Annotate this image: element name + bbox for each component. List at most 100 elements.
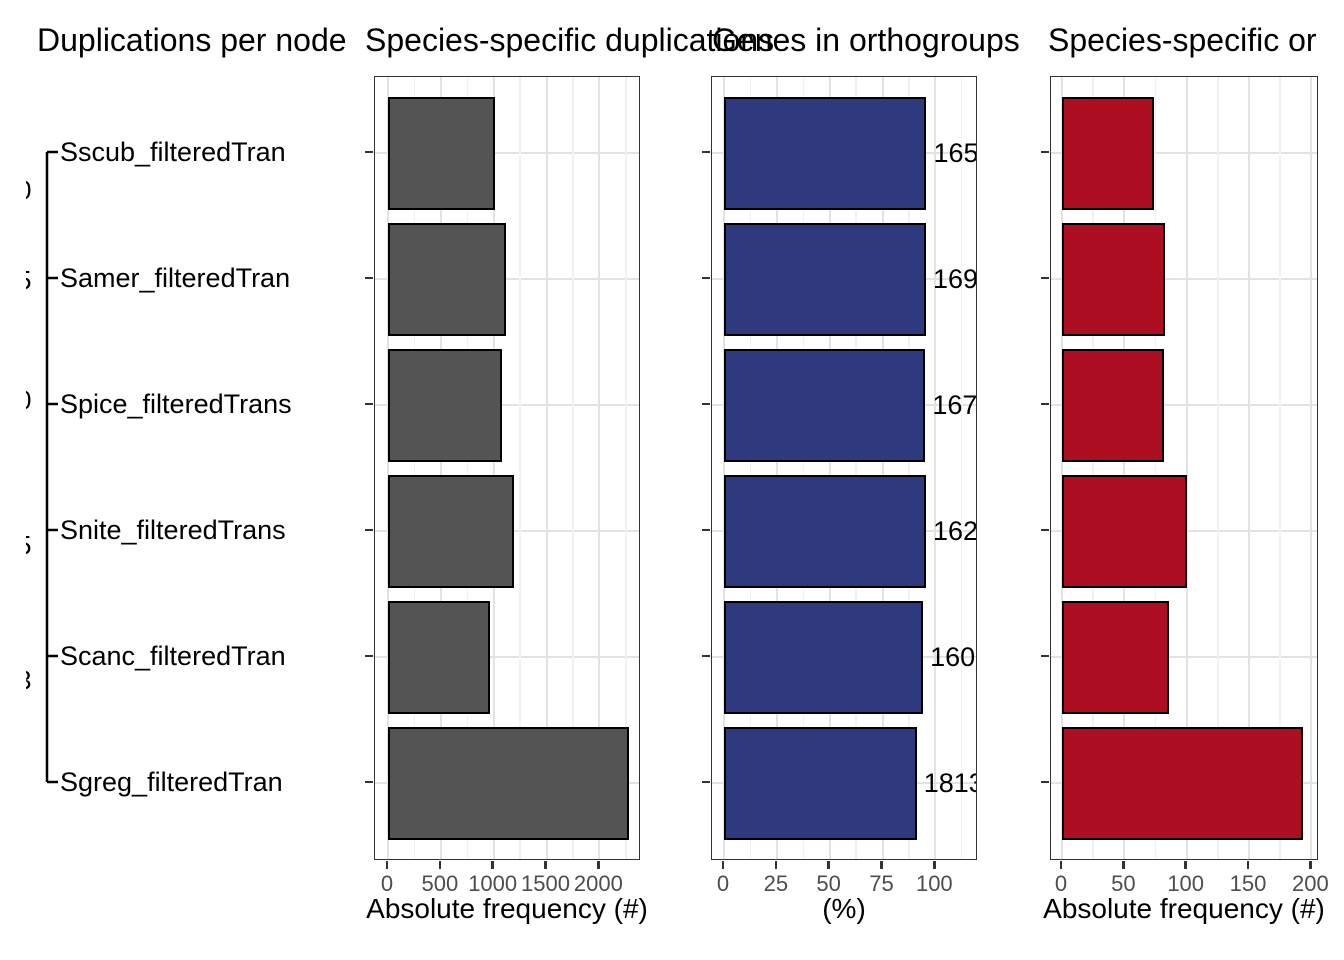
x-axis-tick-label: 25 xyxy=(763,871,789,896)
tree-node-label-clipped: 5 xyxy=(26,265,44,295)
x-axis-tick xyxy=(827,861,830,869)
gridline-minor xyxy=(519,77,521,859)
x-axis-tick xyxy=(438,861,442,869)
gridline-minor xyxy=(413,77,416,859)
tree-node-label-text: 5 xyxy=(26,265,31,295)
tree-node-label-clipped: 5 xyxy=(26,530,44,560)
x-axis-tick-label: 50 xyxy=(816,871,841,896)
bar-Sscub_filteredTran xyxy=(724,96,927,210)
gridline-horizontal xyxy=(375,152,639,154)
tree-node-label-clipped: 0 xyxy=(26,385,44,415)
x-axis-tick-label: 1500 xyxy=(521,871,570,896)
gridline-major xyxy=(1060,77,1063,859)
gridline-horizontal xyxy=(1051,656,1317,658)
gridline-major xyxy=(439,77,442,859)
gridline-major xyxy=(545,77,548,859)
gridline-major xyxy=(598,77,601,859)
y-axis-tick xyxy=(702,654,710,658)
y-axis-tick xyxy=(1041,654,1049,658)
bar-Sgreg_filteredTran xyxy=(724,726,917,840)
bar-value-label: 167 xyxy=(932,390,977,420)
tree-node-label-text: 0 xyxy=(26,385,31,415)
bar-Samer_filteredTran xyxy=(387,222,506,336)
y-axis-tick xyxy=(702,150,710,154)
y-axis-tick xyxy=(365,150,373,154)
bar-value-label: 1813 xyxy=(923,768,976,798)
bar-value-label: 169 xyxy=(933,264,977,294)
x-axis-tick-label: 75 xyxy=(869,871,894,896)
x-axis-tick-label: 1000 xyxy=(468,871,518,896)
phylo-tree xyxy=(45,150,58,784)
x-axis-tick-label: 0 xyxy=(380,871,394,896)
y-axis-tick xyxy=(365,654,373,658)
gridline-minor xyxy=(625,77,627,859)
plot-panel-1 xyxy=(374,76,640,860)
gridline-horizontal xyxy=(375,404,639,406)
x-axis-tick-label: 100 xyxy=(1167,871,1205,896)
tree-tip-label: Snite_filteredTrans xyxy=(60,515,286,545)
y-axis-tick xyxy=(1041,780,1049,784)
x-axis-tick-label: 200 xyxy=(1292,871,1329,896)
gridline-minor xyxy=(802,77,805,859)
bar-Samer_filteredTran xyxy=(1061,222,1166,336)
y-axis-tick xyxy=(365,402,373,406)
tree-node-label-text: 5 xyxy=(26,530,31,560)
bar-Snite_filteredTrans xyxy=(1061,474,1187,588)
y-axis-tick xyxy=(365,780,373,784)
x-axis-tick-label: 50 xyxy=(1111,871,1136,896)
x-axis-tick-label: 150 xyxy=(1229,871,1267,896)
gridline-minor xyxy=(960,77,963,859)
x-axis-tick-label: 2000 xyxy=(573,871,623,896)
gridline-minor xyxy=(1092,77,1094,859)
bar-Spice_filteredTrans xyxy=(387,348,502,462)
y-axis-tick xyxy=(702,402,710,406)
bar-Snite_filteredTrans xyxy=(387,474,515,588)
x-axis-tick xyxy=(774,861,778,869)
gridline-major xyxy=(386,77,389,859)
plot-panel-3 xyxy=(1050,76,1318,860)
tree-node-label-text: 3 xyxy=(26,665,31,695)
bar-Samer_filteredTran xyxy=(724,222,926,336)
tree-tip-label: Spice_filteredTrans xyxy=(60,389,292,419)
x-axis-tick-label: 0 xyxy=(716,871,730,896)
y-axis-tick xyxy=(702,276,710,280)
bar-Scanc_filteredTran xyxy=(724,600,924,714)
x-axis-tick xyxy=(933,861,936,869)
gridline-minor xyxy=(572,77,574,859)
gridline-minor xyxy=(466,77,468,859)
bar-Sscub_filteredTran xyxy=(387,96,495,210)
bar-Spice_filteredTrans xyxy=(1061,348,1165,462)
bar-Sgreg_filteredTran xyxy=(1061,726,1303,840)
x-axis-tick xyxy=(1246,861,1250,869)
gridline-minor xyxy=(1154,77,1157,859)
panel-title-4: Species-specific or xyxy=(1048,22,1317,58)
y-axis-tick xyxy=(1041,528,1049,532)
gridline-horizontal xyxy=(1051,404,1317,406)
bar-Spice_filteredTrans xyxy=(724,348,926,462)
bar-value-label: 162 xyxy=(933,516,977,546)
y-axis-tick xyxy=(365,528,373,532)
bar-value-label: 165 xyxy=(933,138,977,168)
x-axis-tick-label: 500 xyxy=(421,871,459,896)
x-axis-tick xyxy=(1122,861,1125,869)
panel-title-3: Genes in orthogroups xyxy=(712,22,1020,58)
gridline-major xyxy=(934,77,937,859)
gridline-minor xyxy=(855,77,857,859)
gridline-horizontal xyxy=(375,278,639,280)
gridline-major xyxy=(828,77,831,859)
y-axis-tick xyxy=(365,276,373,280)
y-axis-tick xyxy=(702,780,710,784)
bar-value-label: 160 xyxy=(930,642,976,672)
y-axis-tick xyxy=(1041,150,1049,154)
gridline-horizontal xyxy=(375,656,639,658)
y-axis-tick xyxy=(1041,276,1049,280)
panel-title-2: Species-specific duplications xyxy=(365,22,775,58)
x-axis-tick xyxy=(544,861,547,869)
x-axis-tick xyxy=(1184,861,1187,869)
bar-Snite_filteredTrans xyxy=(724,474,926,588)
tree-tip-label: Scanc_filteredTran xyxy=(60,641,286,671)
x-axis-tick xyxy=(597,861,600,869)
x-axis-tick xyxy=(880,861,883,869)
x-axis-title: Absolute frequency (#) xyxy=(1043,893,1325,924)
